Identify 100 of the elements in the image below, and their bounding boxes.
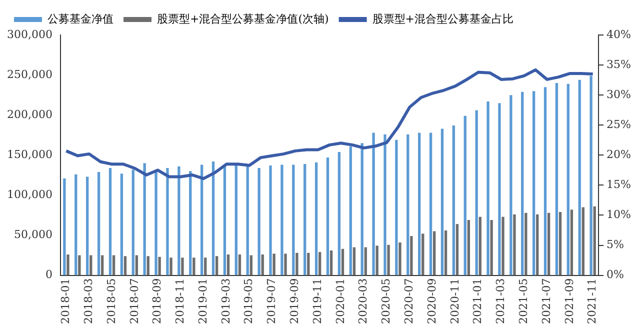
bar [223,166,226,276]
x-tick-label: 2020-09 [425,278,438,324]
bar [143,163,146,276]
bar [360,143,364,276]
bar [296,252,298,276]
x-tick-label: 2020-01 [334,278,347,324]
bar [326,158,330,276]
x-tick-label: 2021-09 [562,278,576,324]
bar [418,132,421,276]
y-tick-label: 0 [45,268,52,282]
y2-tick-label: 0% [606,268,624,282]
bar [170,258,172,276]
bar [307,252,310,276]
bar [536,214,539,276]
bar [97,172,100,276]
bar [78,255,81,276]
bar [452,126,456,276]
x-tick-label: 2019-09 [288,278,302,324]
bar [234,164,238,276]
bar [318,252,322,276]
bar [513,214,516,276]
x-tick-label: 2019-03 [219,278,232,324]
bar [226,254,230,276]
bar [444,230,448,276]
x-tick-label: 2018-03 [82,278,95,324]
bar [112,255,116,276]
legend-label: 股票型+混合型公募基金净值(次轴) [157,12,329,26]
x-tick-label: 2019-07 [265,278,278,324]
x-tick-label: 2018-09 [150,278,164,324]
x-tick-label: 2019-05 [242,278,256,324]
y-tick-label: 300,000 [6,28,52,41]
bar [555,83,558,276]
x-tick-label: 2021-05 [516,278,530,324]
bar [246,166,249,276]
bar [212,162,215,276]
bar [364,247,367,276]
bar [593,206,596,276]
bar [524,212,528,276]
y-tick-label: 50,000 [14,228,52,242]
x-tick-label: 2019-01 [196,278,210,324]
bar [352,247,356,276]
bar [154,170,158,276]
bar [578,80,581,276]
bar [547,212,550,276]
x-tick-label: 2018-01 [59,278,72,324]
bar [376,246,378,276]
x-tick-label: 2020-05 [380,278,393,324]
bar [341,248,344,276]
bar [486,101,490,276]
bar [498,103,501,276]
bar [90,255,92,276]
bar [258,168,260,276]
y-tick-label: 100,000 [6,188,52,202]
y-tick-label: 150,000 [6,148,52,162]
bar [490,220,493,276]
bar [86,176,89,276]
bar [478,216,482,276]
y2-tick-label: 10% [606,208,632,222]
bar [280,164,284,276]
bar [570,210,574,276]
x-tick-label: 2018-07 [128,278,141,324]
bar [521,92,524,276]
bar [582,207,584,276]
bar [132,170,134,276]
bar [124,256,127,276]
bar [284,254,287,276]
bar [467,220,470,276]
bar [314,162,318,276]
bar [590,76,592,276]
bar [440,128,444,276]
bar [272,254,276,276]
x-tick-label: 2021-07 [540,278,553,324]
x-tick-label: 2018-11 [174,278,187,324]
bar [330,250,333,276]
bar [181,258,184,276]
bar [250,255,252,276]
bar [108,168,112,276]
bar [146,256,150,276]
bar [178,166,180,276]
bar [398,242,402,276]
bar [338,152,341,276]
bar [66,254,70,276]
bar [432,231,436,276]
bar [192,258,196,276]
y2-tick-label: 5% [606,238,624,252]
bar [63,178,66,276]
bar [189,171,192,276]
bar [395,140,398,276]
y-tick-label: 200,000 [6,108,52,121]
bar [292,164,295,276]
x-tick-label: 2018-05 [104,278,118,324]
bar [510,95,512,276]
y2-tick-label: 20% [606,148,632,162]
x-tick-label: 2021-03 [494,278,508,324]
bar [532,91,536,276]
bar [101,255,104,276]
y-tick-label: 250,000 [6,68,52,81]
bar [372,132,375,276]
bar [566,84,570,276]
legend-label: 公募基金净值 [48,12,114,26]
